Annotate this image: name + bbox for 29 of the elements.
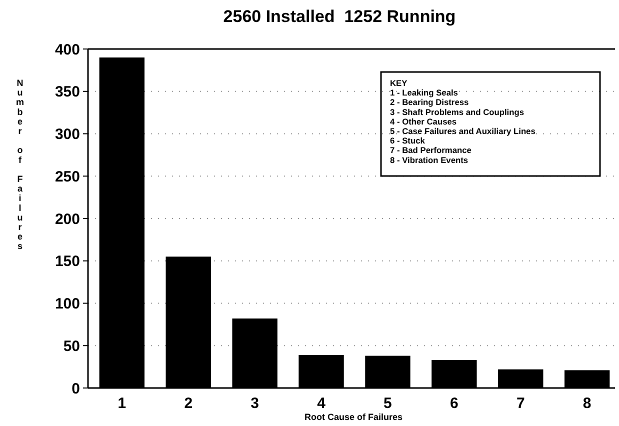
- annotation: 2 - Bearing Distress: [390, 97, 470, 108]
- annotation: 5 - Case Failures and Auxiliary Lines: [390, 126, 536, 136]
- y-tick-label: 50: [63, 338, 80, 355]
- y-tick-label: 150: [54, 253, 80, 270]
- y-tick-label: 250: [54, 168, 80, 186]
- x-tick-label: 4: [317, 395, 326, 412]
- annotation: 3 - Shaft Problems and Couplings: [390, 106, 524, 117]
- x-tick-label: 8: [582, 395, 592, 412]
- x-tick-label: 1: [118, 395, 126, 412]
- x-tick-label: 6: [450, 395, 458, 412]
- chart-title: 2560 Installed 1252 Running: [223, 7, 456, 26]
- annotation: 7 - Bad Performance: [390, 145, 472, 156]
- annotation: 4 - Other Causes: [390, 116, 457, 126]
- x-tick-label: 5: [384, 395, 392, 412]
- text: Number of Failures: [16, 78, 24, 252]
- x-axis-title: Root Cause of Failures: [304, 412, 403, 422]
- y-tick-label: 100: [54, 296, 80, 312]
- y-tick-label: 300: [54, 126, 80, 143]
- annotation: 8 - Vibration Events: [390, 154, 468, 165]
- x-tick-label: 3: [250, 395, 259, 412]
- y-tick-label: 400: [54, 41, 80, 58]
- x-tick-label: 7: [516, 395, 525, 412]
- x-tick-label: 2: [184, 395, 193, 412]
- annotation: 6 - Stuck: [390, 136, 426, 146]
- y-tick-label: 0: [72, 380, 80, 398]
- y-tick-label: 350: [54, 84, 80, 101]
- annotation: 1 - Leaking Seals: [390, 88, 458, 98]
- y-tick-label: 200: [54, 210, 80, 228]
- annotation: KEY: [390, 78, 408, 88]
